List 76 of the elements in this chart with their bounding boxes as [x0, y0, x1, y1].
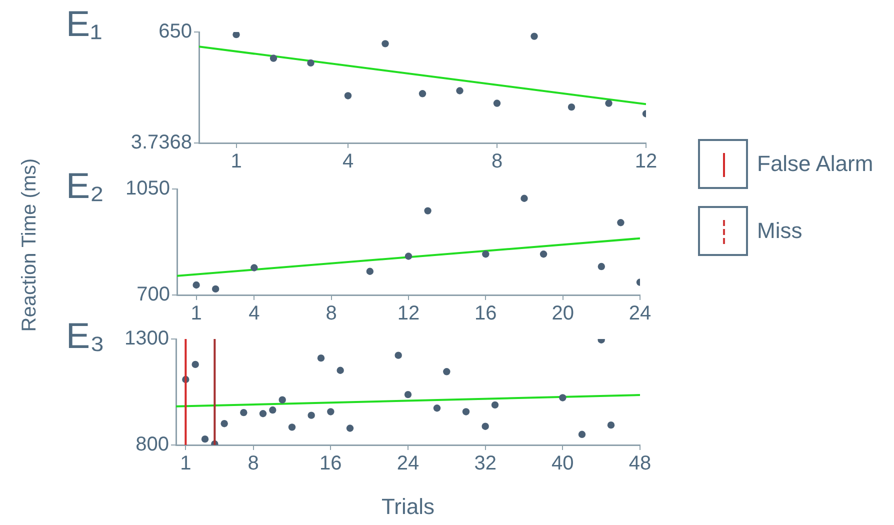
- point: [578, 430, 586, 438]
- x-tick-label: 40: [552, 452, 574, 475]
- point: [192, 360, 199, 368]
- point: [482, 422, 489, 430]
- point: [540, 250, 548, 258]
- x-tick-label: 16: [474, 302, 497, 325]
- chart-title: E₃: [66, 315, 105, 356]
- point: [344, 92, 352, 100]
- point: [250, 264, 258, 272]
- point: [317, 354, 325, 362]
- y-tick-label: 1300: [124, 328, 169, 350]
- x-tick-label: 24: [628, 302, 652, 325]
- point: [418, 90, 426, 98]
- point: [366, 268, 374, 275]
- point: [307, 59, 314, 67]
- point: [240, 408, 248, 416]
- x-axis-title: Trials: [382, 494, 434, 519]
- point: [530, 32, 538, 40]
- y-tick-label: 700: [136, 284, 170, 306]
- point: [433, 404, 441, 412]
- x-tick-label: 24: [396, 452, 420, 475]
- chart-title: E₁: [66, 3, 102, 44]
- point: [382, 40, 389, 48]
- y-axis-title: Reaction Time (ms): [18, 158, 42, 332]
- y-tick-label: 1050: [126, 178, 170, 200]
- point: [568, 103, 576, 111]
- x-tick-label: 1: [180, 452, 192, 475]
- point: [491, 401, 499, 409]
- point: [212, 285, 220, 293]
- x-tick-label: 1: [230, 150, 242, 173]
- point: [270, 54, 278, 62]
- point: [404, 252, 412, 260]
- legend-label: False Alarm: [757, 150, 874, 176]
- x-tick-label: 8: [326, 302, 337, 325]
- x-tick-label: 12: [634, 150, 658, 173]
- point: [278, 396, 286, 404]
- x-tick-label: 12: [397, 302, 420, 325]
- point: [259, 410, 267, 418]
- point: [607, 421, 615, 429]
- point: [520, 194, 528, 202]
- point: [346, 424, 354, 432]
- y-tick-label: 800: [136, 434, 169, 456]
- point: [462, 408, 470, 416]
- point: [308, 412, 315, 419]
- x-tick-label: 1: [190, 302, 202, 325]
- point: [192, 281, 200, 289]
- point: [327, 408, 334, 416]
- point: [443, 368, 450, 376]
- point: [220, 420, 228, 428]
- point: [598, 262, 606, 270]
- x-tick-label: 4: [342, 150, 354, 173]
- x-tick-label: 48: [628, 452, 652, 475]
- point: [336, 366, 344, 374]
- point: [394, 352, 402, 359]
- point: [288, 424, 296, 431]
- legend-label: Miss: [757, 218, 802, 244]
- x-tick-label: 16: [320, 452, 342, 475]
- x-tick-label: 32: [474, 452, 496, 475]
- chart-title: E₂: [66, 165, 104, 206]
- x-tick-label: 8: [248, 452, 259, 475]
- point: [456, 87, 464, 94]
- point: [493, 100, 501, 107]
- point: [482, 250, 490, 258]
- point: [269, 406, 276, 414]
- y-tick-label: 650: [158, 20, 192, 43]
- point: [559, 394, 566, 402]
- y-tick-label: 3.7368: [130, 132, 192, 154]
- point: [232, 32, 240, 38]
- point: [424, 207, 432, 214]
- point: [201, 435, 209, 443]
- point: [605, 100, 612, 107]
- point: [404, 390, 412, 398]
- point: [617, 219, 624, 226]
- x-tick-label: 4: [248, 302, 260, 325]
- x-tick-label: 20: [552, 302, 574, 325]
- x-tick-label: 8: [491, 150, 503, 173]
